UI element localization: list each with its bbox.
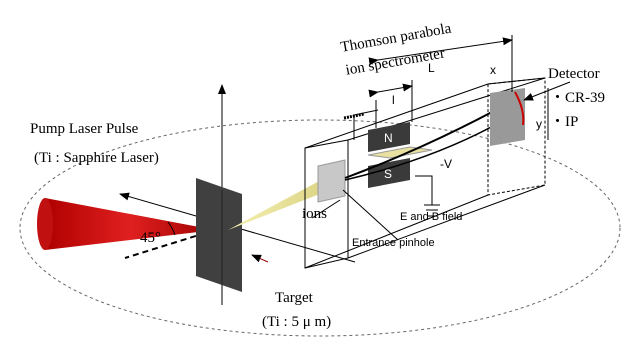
magnet-n-label: N bbox=[384, 131, 393, 145]
ions-label: ions bbox=[302, 206, 327, 222]
voltage-source bbox=[415, 176, 440, 216]
ion-trajectory bbox=[345, 112, 492, 178]
pinhole-label: Entrance pinhole bbox=[352, 237, 435, 249]
graphics bbox=[20, 35, 620, 336]
diagram: Thomson parabola ion spectrometer L l x … bbox=[0, 0, 629, 340]
laser-end bbox=[37, 198, 53, 250]
voltage-label: -V bbox=[440, 157, 452, 171]
angle-label: 45° bbox=[140, 230, 161, 246]
laser-beam bbox=[45, 198, 215, 250]
l-arrow bbox=[378, 86, 412, 92]
target-line2: (Ti : 5 μ m) bbox=[262, 314, 331, 330]
detector-label: Detector bbox=[548, 66, 600, 82]
target-line1: Target bbox=[275, 290, 314, 306]
dim-x: x bbox=[490, 63, 496, 77]
target-plate bbox=[196, 178, 242, 292]
magnet-s-label: S bbox=[384, 167, 392, 181]
field-label: E and B field bbox=[400, 211, 462, 223]
dim-L: L bbox=[428, 61, 435, 75]
dim-y: y bbox=[536, 117, 542, 131]
detector-item: ・IP bbox=[550, 114, 578, 130]
target-arrow bbox=[252, 255, 268, 262]
detector-item: ・CR-39 bbox=[550, 90, 605, 106]
ground-top bbox=[344, 114, 364, 118]
laser-line2: (Ti : Sapphire Laser) bbox=[34, 150, 159, 166]
laser-line1: Pump Laser Pulse bbox=[30, 121, 139, 137]
dim-l: l bbox=[392, 93, 395, 107]
pinhole-plate bbox=[318, 160, 345, 202]
detector-plate bbox=[490, 88, 525, 146]
pinhole-pointer bbox=[343, 190, 398, 240]
